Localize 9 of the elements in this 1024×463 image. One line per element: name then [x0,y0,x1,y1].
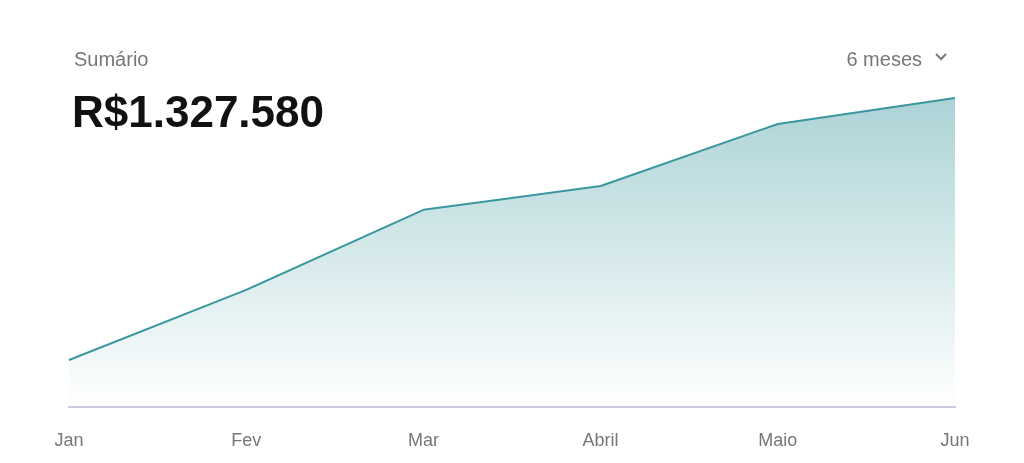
x-tick-label: Mar [407,430,439,450]
x-tick-label: Abril [582,430,619,450]
x-tick-label: Fev [231,430,262,450]
text: 6 meses [846,48,923,70]
x-tick-label: Jan [54,430,84,450]
chart-subtitle: R$1.327.580 [72,86,324,136]
x-tick-label: Maio [758,430,798,450]
x-tick-label: Jun [940,430,970,450]
chart-title: Sumário [74,48,149,70]
